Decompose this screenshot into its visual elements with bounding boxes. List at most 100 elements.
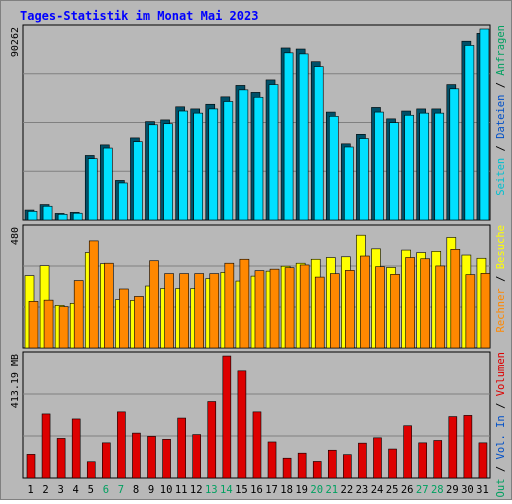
rechner-bar [239,258,250,349]
volumen-bar [237,370,247,479]
day-label: 1 [27,484,33,496]
rechner-bar [179,273,189,349]
day-label: 31 [476,484,489,496]
dateien-bar [283,52,294,221]
legend-entry: Anfragen [495,25,507,76]
volumen-bar [26,454,36,479]
rechner-bar [269,268,280,349]
dateien-bar [374,111,384,221]
day-label: 2 [42,484,48,496]
rechner-bar [224,262,235,349]
dateien-bar [87,158,98,221]
legend-entry: Volumen [495,352,507,396]
legend-entry: Seiten [495,158,507,196]
traffic-max-label: 90262 [10,27,21,57]
rechner-bar [254,270,265,349]
legend-separator: / [495,139,507,158]
dateien-bar [359,138,369,221]
dateien-bar [57,213,68,221]
dateien-bar [118,182,128,221]
day-label: 25 [386,484,399,496]
day-label: 18 [280,484,293,496]
visitors-max-label: 480 [10,227,21,245]
day-label: 28 [431,484,444,496]
rechner-bar [88,240,99,349]
dateien-bar [72,212,83,221]
day-label: 23 [356,484,369,496]
rechner-bar [450,249,461,349]
legend-separator: / [495,269,507,288]
day-label: 24 [371,484,384,496]
volumen-bar [343,454,352,479]
visitors-legend: Rechner / Besuche [495,225,507,333]
dateien-bar [404,114,414,221]
dateien-bar [163,123,173,221]
legend-separator: / [495,396,507,415]
volumen-bar [177,417,186,479]
rechner-bar [375,266,385,349]
dateien-bar [103,147,113,221]
traffic-legend: Seiten / Dateien / Anfragen [495,25,507,196]
volume-legend-text: Vol. Out / Vol. In / Volumen [495,352,507,500]
volumen-bar [102,442,111,479]
rechner-bar [360,255,370,349]
day-label: 15 [235,484,248,496]
volumen-bar [162,439,171,479]
rechner-bar [314,276,325,349]
day-label: 20 [310,484,323,496]
volume-legend: Vol. Out / Vol. In / Volumen [495,352,507,504]
rechner-bar [284,267,295,349]
rechner-bar [73,280,84,349]
dateien-bar [344,146,354,221]
volumen-bar [86,461,96,479]
chart-title: Tages-Statistik im Monat Mai 2023 [20,9,258,23]
visitors-panel: 480 Rechner / Besuche [10,224,507,349]
dateien-bar [178,110,188,221]
dateien-bar [434,112,445,221]
volumen-bar [463,415,473,479]
volumen-bar [282,457,292,479]
volumen-bar [222,355,232,479]
legend-entry: Vol. Out [495,478,507,500]
rechner-bar [405,257,415,349]
rechner-bar [390,274,400,349]
day-label: 4 [73,484,79,496]
dateien-bar [208,108,219,221]
day-label: 3 [57,484,63,496]
volumen-bar [41,413,51,479]
day-label: 13 [205,484,218,496]
volumen-bar [418,442,427,479]
legend-entry: Besuche [495,225,507,269]
day-label: 14 [220,484,233,496]
traffic-legend-text: Seiten / Dateien / Anfragen [495,25,507,196]
volumen-bar [433,440,443,479]
day-label: 5 [88,484,94,496]
dateien-bar [464,45,475,221]
rechner-bar [465,274,476,349]
day-label: 19 [295,484,308,496]
dateien-bar [479,28,490,221]
rechner-bar [299,264,310,349]
volumen-bar [448,416,458,479]
volumen-bar [312,461,322,479]
day-label: 21 [325,484,338,496]
day-label: 6 [103,484,109,496]
chart-panels: 90262 Seiten / Dateien / Anfragen 480 Rechn… [10,24,507,504]
volumen-bar [373,437,382,479]
day-label: 30 [461,484,474,496]
volumen-bar [267,441,277,479]
rechner-bar [345,270,355,349]
volume-max-label: 413.19 MB [10,354,21,408]
rechner-bar [104,262,114,349]
day-label: 10 [160,484,173,496]
day-label: 26 [401,484,414,496]
dateien-bar [253,96,264,221]
volumen-bar [192,434,202,479]
dateien-bar [313,66,324,221]
volumen-bar [132,432,141,479]
volume-panel: 413.19 MB Vol. Out / Vol. In / Volumen [10,351,507,504]
day-label: 17 [265,484,278,496]
rechner-bar [149,260,159,349]
dateien-bar [27,211,38,221]
